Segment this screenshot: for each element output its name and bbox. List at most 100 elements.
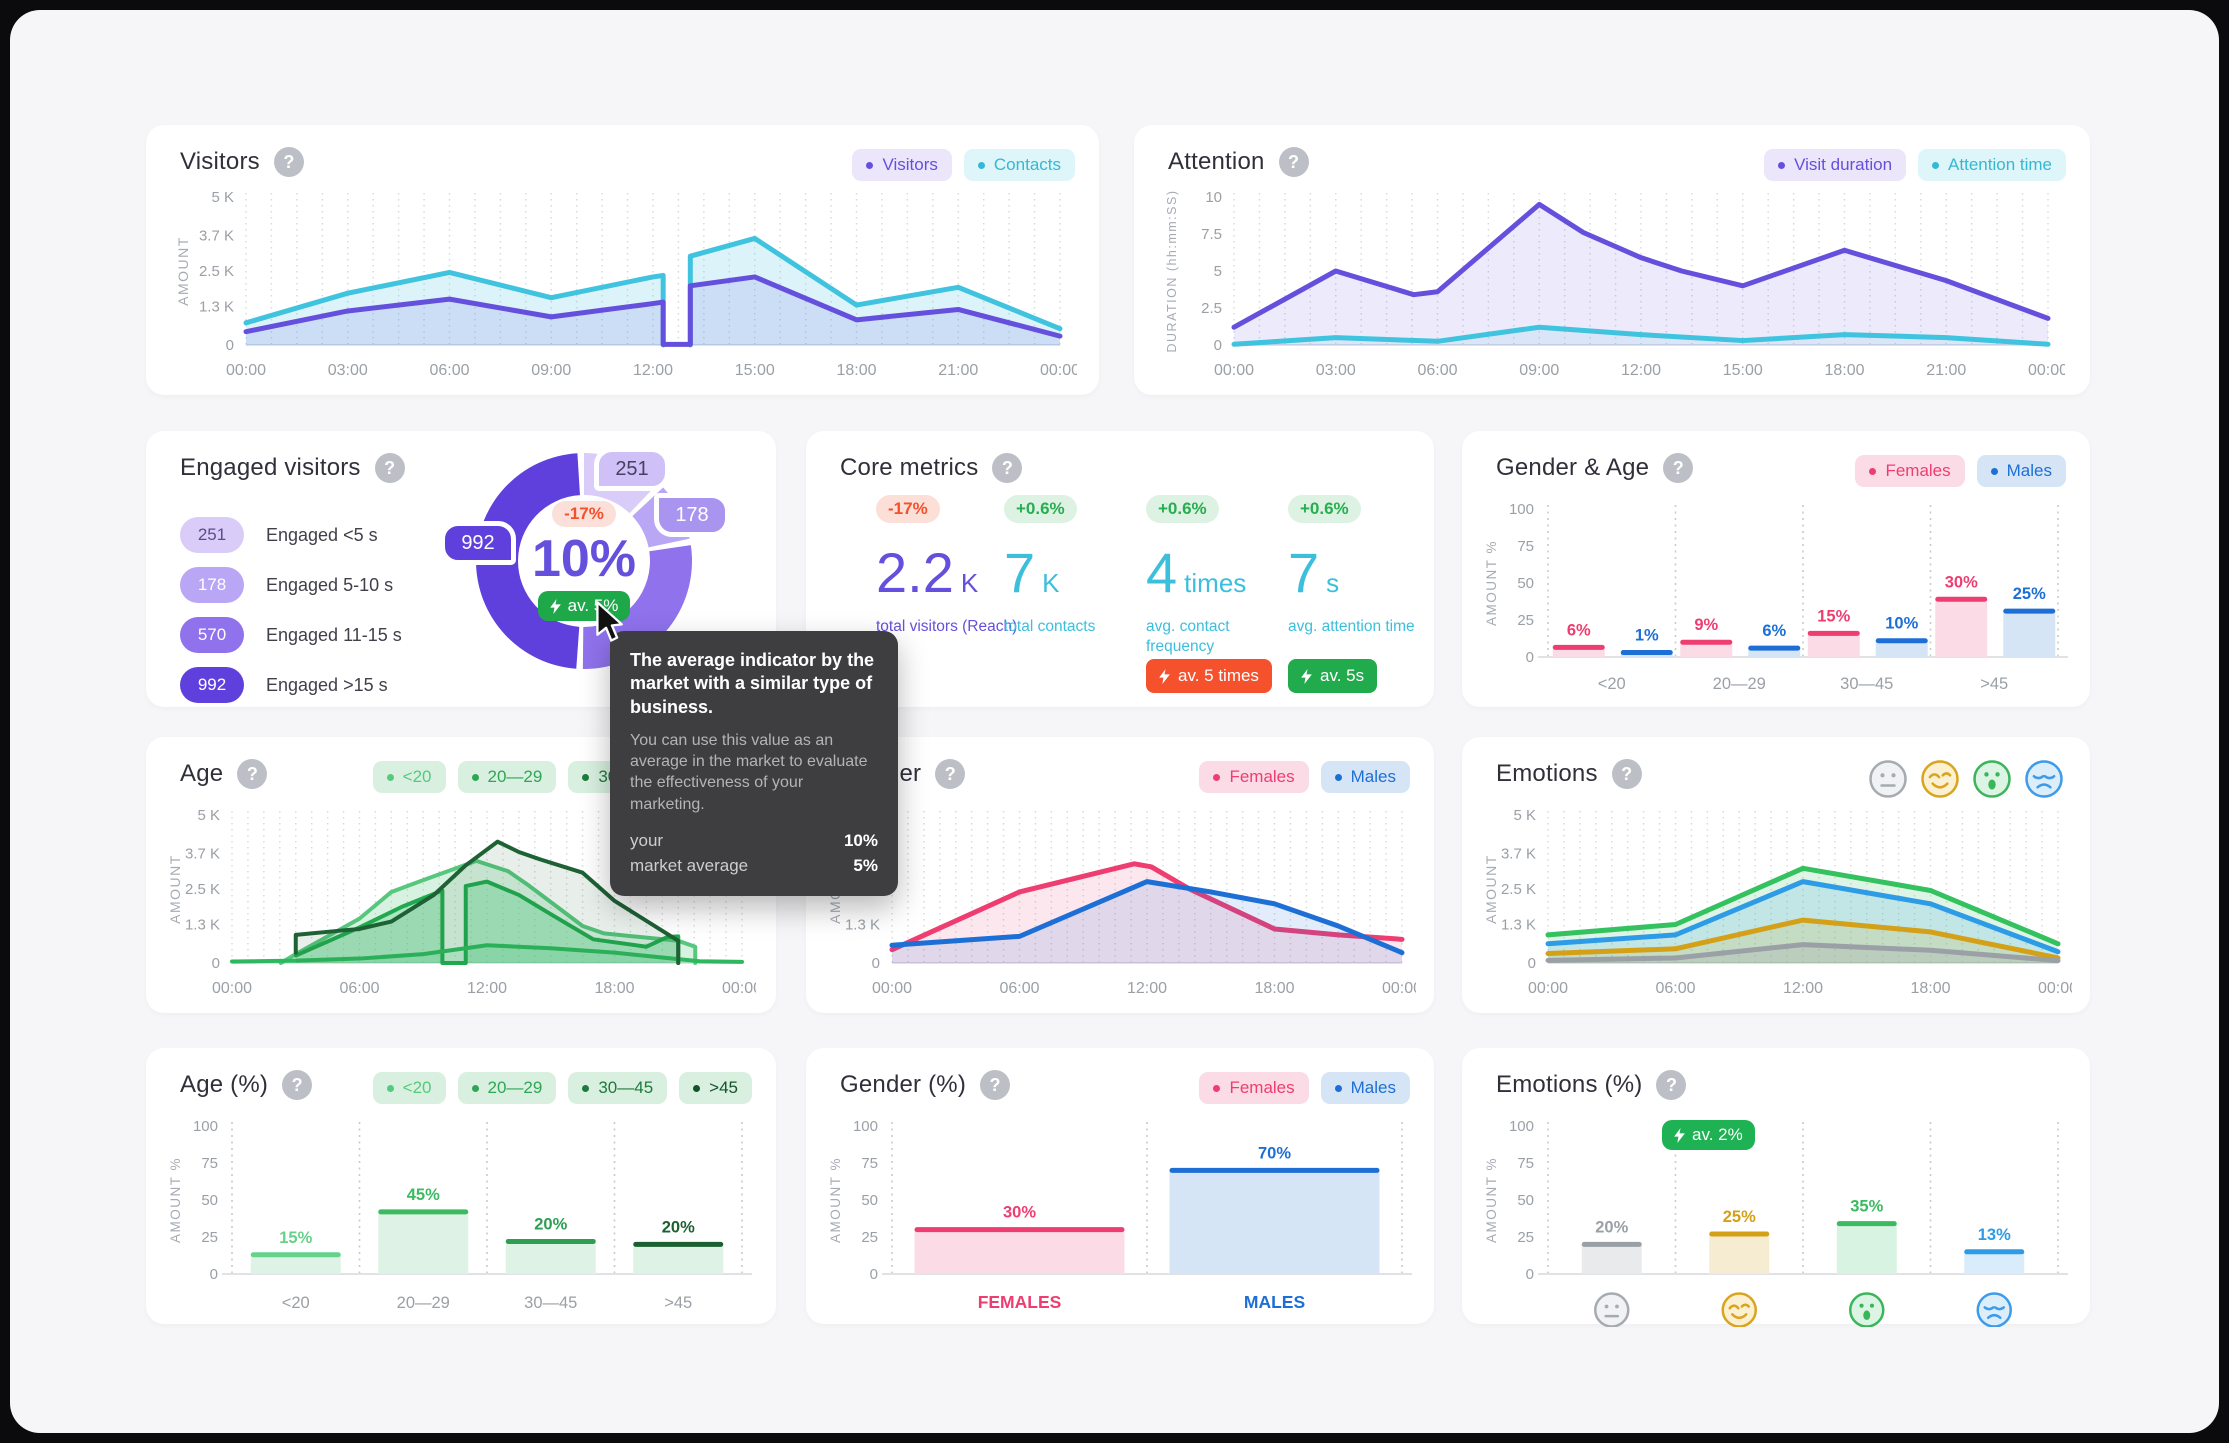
help-icon[interactable]: ?: [1278, 147, 1309, 177]
emotion-sad-legend-icon[interactable]: [2024, 759, 2064, 799]
svg-text:12:00: 12:00: [1621, 362, 1661, 379]
legend-pill--45[interactable]: >45: [679, 1072, 752, 1104]
bar-males-20—29[interactable]: [1748, 648, 1801, 657]
emotions-pct-chart: 0 25 50 75 100 AMOUNT % 20% 25% 35% 13%: [1480, 1112, 2072, 1327]
help-icon[interactable]: ?: [273, 147, 304, 177]
legend-pill--20[interactable]: <20: [372, 1072, 446, 1104]
trend-badge: +0.6%: [1146, 495, 1219, 523]
panel-title: Attention: [1168, 148, 1265, 175]
legend-pill-20-29[interactable]: 20—29: [457, 761, 557, 793]
help-icon[interactable]: ?: [1663, 453, 1694, 483]
legend-dot-icon: [471, 773, 479, 781]
trend-badge: -17%: [876, 495, 940, 523]
help-icon[interactable]: ?: [1656, 1070, 1687, 1100]
bar-MALES[interactable]: [1169, 1170, 1380, 1274]
svg-text:21:00: 21:00: [938, 362, 978, 379]
legend-pill--20[interactable]: <20: [372, 761, 446, 793]
svg-text:100: 100: [1509, 1118, 1534, 1135]
svg-text:>45: >45: [664, 1294, 692, 1312]
market-average-badge[interactable]: av. 5%: [537, 591, 631, 621]
legend-pill-males[interactable]: Males: [1320, 1072, 1410, 1104]
legend-pill-females[interactable]: Females: [1855, 455, 1965, 487]
bar-females-<20[interactable]: [1552, 647, 1605, 657]
svg-text:3.7 K: 3.7 K: [185, 845, 220, 862]
tooltip-rows: your 10% market average 5%: [630, 831, 878, 876]
svg-text:00:00: 00:00: [2038, 980, 2072, 997]
legend-pill-visit-duration[interactable]: Visit duration: [1764, 149, 1907, 181]
legend-pill-males[interactable]: Males: [1976, 455, 2066, 487]
market-average-tooltip: The average indicator by the market with…: [610, 631, 898, 896]
svg-text:100: 100: [1509, 501, 1534, 518]
emotion-sad-icon: [1976, 1292, 2012, 1327]
bar-happy[interactable]: [1709, 1234, 1770, 1274]
bar-females->45[interactable]: [1935, 599, 1988, 657]
legend-dot-icon: [582, 1084, 590, 1092]
help-icon[interactable]: ?: [935, 759, 966, 789]
bar-males->45[interactable]: [2003, 611, 2056, 657]
bar-<20[interactable]: [250, 1254, 341, 1274]
trend-badge: +0.6%: [1004, 495, 1077, 523]
engaged-row-label: Engaged >15 s: [266, 674, 388, 695]
engaged-row-label: Engaged 5-10 s: [266, 574, 394, 595]
help-icon[interactable]: ?: [992, 453, 1023, 483]
svg-text:2.5: 2.5: [1201, 300, 1222, 317]
metric-avg-attention-time: +0.6% 7 s avg. attention time: [1288, 495, 1438, 637]
bar-FEMALES[interactable]: [914, 1229, 1125, 1274]
svg-text:1.3 K: 1.3 K: [199, 299, 234, 316]
emotion-happy-legend-icon[interactable]: [1920, 759, 1960, 799]
legend-pill-visitors[interactable]: Visitors: [852, 149, 952, 181]
emotions-average-badge[interactable]: av. 2%: [1662, 1120, 1755, 1150]
engaged-percent-value: 10%: [531, 530, 637, 588]
svg-text:25%: 25%: [2013, 585, 2046, 603]
legend-pill-males[interactable]: Males: [1320, 761, 1410, 793]
legend-pill-attention-time[interactable]: Attention time: [1918, 149, 2066, 181]
legend-pill-females[interactable]: Females: [1199, 761, 1309, 793]
legend-pill-20-29[interactable]: 20—29: [457, 1072, 557, 1104]
svg-text:6%: 6%: [1762, 622, 1786, 640]
svg-text:0: 0: [1526, 649, 1534, 666]
svg-text:03:00: 03:00: [1316, 362, 1356, 379]
svg-text:5 K: 5 K: [197, 807, 220, 824]
legend-label: <20: [402, 767, 432, 786]
bar-20—29[interactable]: [378, 1211, 469, 1274]
metric-average-badge[interactable]: av. 5s: [1288, 659, 1378, 693]
svg-text:9%: 9%: [1694, 616, 1718, 634]
svg-text:30%: 30%: [1003, 1204, 1036, 1222]
donut-segment-engaged-15-s[interactable]: [476, 453, 580, 669]
bar-females-30—45[interactable]: [1807, 633, 1860, 657]
emotion-neutral-legend-icon[interactable]: [1868, 759, 1908, 799]
svg-text:20%: 20%: [1595, 1218, 1628, 1236]
svg-text:AMOUNT: AMOUNT: [175, 236, 191, 306]
bar-surprised[interactable]: [1836, 1223, 1897, 1274]
bar->45[interactable]: [633, 1244, 724, 1274]
bar-females-20—29[interactable]: [1680, 642, 1733, 657]
help-icon[interactable]: ?: [282, 1070, 313, 1100]
svg-text:20—29: 20—29: [1713, 675, 1766, 693]
help-icon[interactable]: ?: [237, 759, 268, 789]
legend-dot-icon: [386, 1084, 394, 1092]
help-icon[interactable]: ?: [980, 1070, 1011, 1100]
bar-males-30—45[interactable]: [1875, 640, 1928, 657]
svg-text:AMOUNT: AMOUNT: [167, 854, 183, 924]
series-line-visitors: [243, 274, 1063, 347]
emotion-happy-icon: [1921, 760, 1959, 798]
engaged-count-pill: 570: [180, 617, 244, 653]
series-line-happy: [1545, 917, 2061, 961]
help-icon[interactable]: ?: [1611, 759, 1642, 789]
legend-label: Females: [1229, 1078, 1295, 1097]
legend-label: 30—45: [598, 1078, 654, 1097]
help-icon[interactable]: ?: [374, 453, 405, 483]
bar-neutral[interactable]: [1581, 1244, 1642, 1274]
metric-average-badge[interactable]: av. 5 times: [1146, 659, 1272, 693]
svg-text:00:00: 00:00: [2028, 362, 2065, 379]
legend-pill-contacts[interactable]: Contacts: [963, 149, 1075, 181]
legend-pill-females[interactable]: Females: [1199, 1072, 1309, 1104]
legend-pill-30-45[interactable]: 30—45: [568, 1072, 668, 1104]
series-line--20: [230, 943, 744, 964]
svg-text:0: 0: [210, 1266, 218, 1283]
bar-sad[interactable]: [1964, 1251, 2025, 1274]
bar-30—45[interactable]: [505, 1241, 596, 1274]
emotion-surprised-legend-icon[interactable]: [1972, 759, 2012, 799]
legend-label: Females: [1229, 767, 1295, 786]
